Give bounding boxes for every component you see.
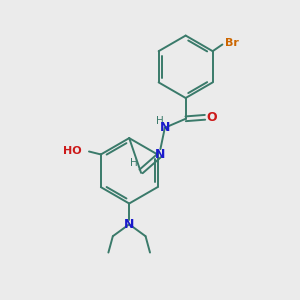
Text: N: N: [160, 121, 170, 134]
Text: N: N: [124, 218, 134, 231]
Text: H: H: [156, 116, 164, 126]
Text: H: H: [130, 158, 137, 168]
Text: N: N: [155, 148, 166, 161]
Text: O: O: [206, 111, 217, 124]
Text: Br: Br: [225, 38, 239, 48]
Text: HO: HO: [63, 146, 82, 157]
